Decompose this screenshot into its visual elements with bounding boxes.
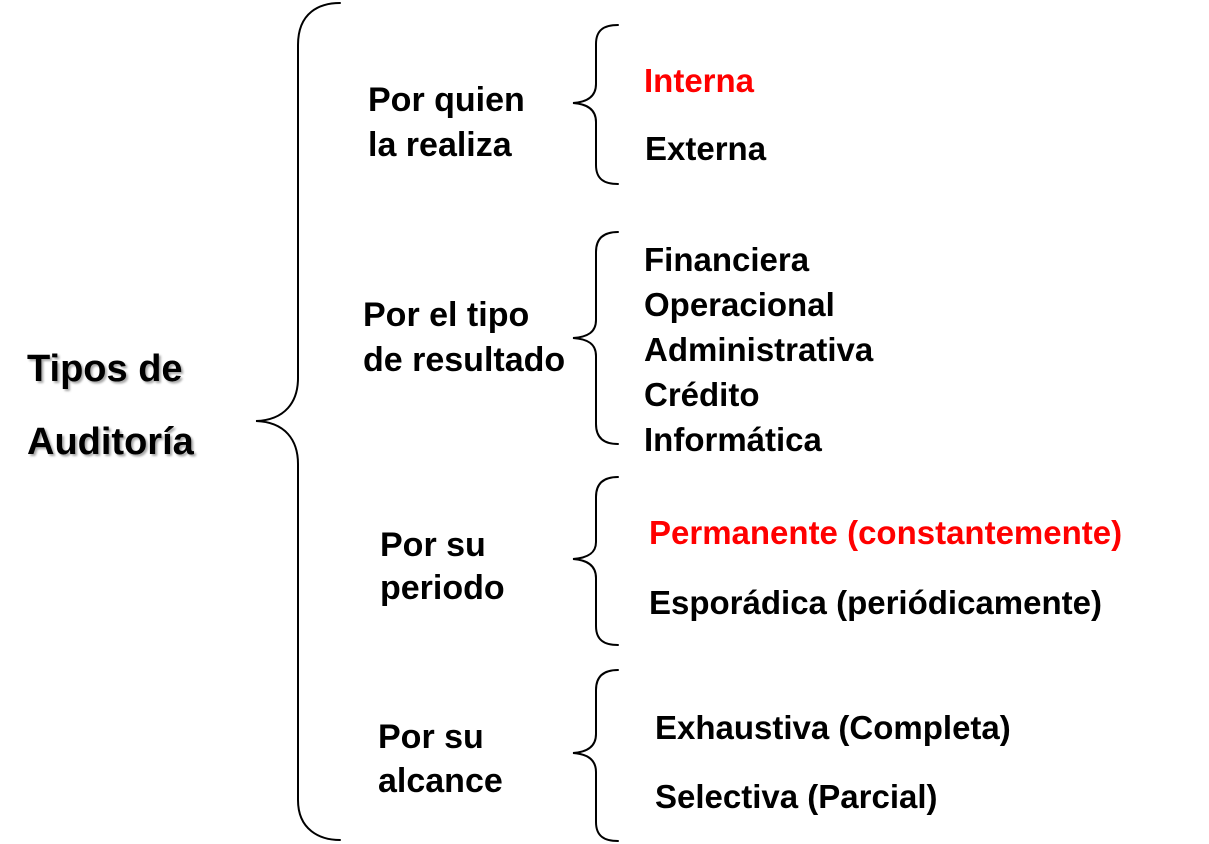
category-alcance-line1: Por su <box>378 718 484 756</box>
category-por-quien-line1: Por quien <box>368 81 525 119</box>
root-title-line2: Auditoría <box>27 421 194 463</box>
brace-tipo-resultado <box>572 231 619 445</box>
root-title-line1: Tipos de <box>27 348 183 390</box>
item-selectiva: Selectiva (Parcial) <box>655 778 938 815</box>
brace-periodo <box>572 476 619 646</box>
brace-por-quien <box>572 24 619 185</box>
brace-alcance <box>572 669 619 842</box>
item-operacional: Operacional <box>644 286 835 323</box>
category-alcance-line2: alcance <box>378 762 503 800</box>
item-credito: Crédito <box>644 376 760 413</box>
item-permanente: Permanente (constantemente) <box>649 514 1123 551</box>
category-por-quien-line2: la realiza <box>368 126 512 164</box>
category-periodo-line2: periodo <box>380 569 505 607</box>
item-exhaustiva: Exhaustiva (Completa) <box>655 709 1011 746</box>
item-administrativa: Administrativa <box>644 331 874 368</box>
item-informatica: Informática <box>644 421 822 458</box>
item-interna: Interna <box>644 62 755 99</box>
item-esporadica: Esporádica (periódicamente) <box>649 584 1102 621</box>
category-tipo-resultado-line1: Por el tipo <box>363 296 530 334</box>
item-externa: Externa <box>645 130 767 167</box>
item-financiera: Financiera <box>644 241 810 278</box>
category-periodo-line1: Por su <box>380 526 486 564</box>
main-brace <box>255 2 341 841</box>
category-tipo-resultado-line2: de resultado <box>363 341 566 379</box>
